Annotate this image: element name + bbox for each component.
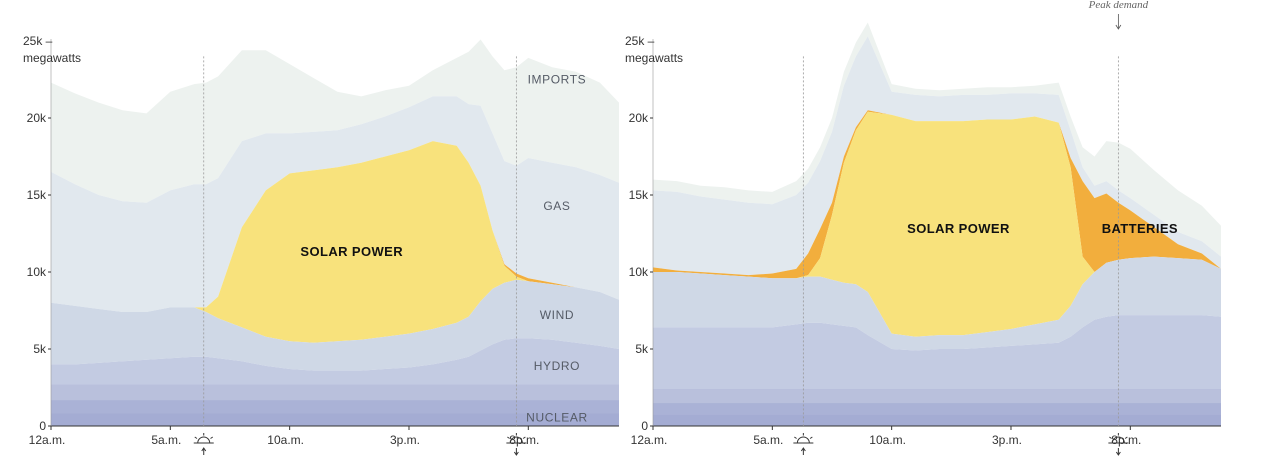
series-label-gas: GAS — [543, 199, 570, 213]
x-tick-label: 5a.m. — [753, 433, 783, 447]
series-label-batteries: BATTERIES — [1102, 221, 1178, 236]
area-imports — [51, 39, 619, 203]
y-tick-label: 25k – — [625, 34, 655, 48]
series-label-imports: IMPORTS — [528, 73, 587, 87]
peak-demand-arrowhead — [1115, 24, 1122, 30]
y-tick-label: 0 — [641, 419, 648, 433]
series-label-nuclear: NUCLEAR — [526, 411, 588, 425]
area-gas — [653, 36, 1221, 276]
series-label-solar: SOLAR POWER — [907, 221, 1010, 236]
series-label-hydro: HYDRO — [534, 359, 580, 373]
x-tick-label: 8p.m. — [509, 433, 539, 447]
sunrise-icon — [193, 433, 214, 455]
chart-panel-1: 0 5k 10k 15k 20k 25k – megawatts 12a.m. 5a.m. 10a… — [23, 34, 619, 456]
area-wind — [653, 256, 1221, 351]
nuclear-band-upper — [653, 389, 1221, 404]
area-hydro — [653, 315, 1221, 389]
y-tick-label: 15k — [27, 188, 47, 202]
x-tick-label: 3p.m. — [390, 433, 420, 447]
y-tick-label: 25k – — [23, 34, 53, 48]
area-solar — [51, 141, 619, 343]
area-hydro — [51, 338, 619, 385]
y-tick-label: 0 — [39, 419, 46, 433]
x-tick-label: 12a.m. — [29, 433, 66, 447]
x-tick-label: 12a.m. — [631, 433, 668, 447]
sunset-icon — [506, 433, 527, 456]
area-gas — [51, 96, 619, 313]
x-tick-label: 5a.m. — [151, 433, 181, 447]
y-tick-label: 20k — [629, 111, 649, 125]
chart-panel-2: 0 5k 10k 15k 20k 25k – megawatts 12a.m. 5a.m. 10a… — [625, 0, 1221, 456]
series-label-wind: WIND — [540, 308, 574, 322]
area-wind — [51, 279, 619, 371]
y-tick-label: 5k — [33, 342, 47, 356]
y-unit-label: megawatts — [23, 51, 81, 65]
peak-demand-label: Peak demand — [1088, 0, 1149, 11]
nuclear-band-upper — [51, 384, 619, 401]
y-tick-label: 20k — [27, 111, 47, 125]
y-tick-label: 10k — [27, 265, 47, 279]
y-tick-label: 10k — [629, 265, 649, 279]
y-tick-label: 5k — [635, 342, 649, 356]
x-tick-label: 10a.m. — [267, 433, 304, 447]
y-tick-label: 15k — [629, 188, 649, 202]
nuclear-band-lower — [653, 414, 1221, 426]
area-solar — [653, 111, 1221, 337]
nuclear-band-lower — [51, 413, 619, 426]
x-tick-label: 8p.m. — [1111, 433, 1141, 447]
series-label-solar: SOLAR POWER — [300, 244, 403, 259]
sunrise-icon — [793, 433, 814, 455]
y-unit-label: megawatts — [625, 51, 683, 65]
sunset-icon — [1108, 433, 1129, 456]
x-tick-label: 10a.m. — [869, 433, 906, 447]
x-tick-label: 3p.m. — [992, 433, 1022, 447]
